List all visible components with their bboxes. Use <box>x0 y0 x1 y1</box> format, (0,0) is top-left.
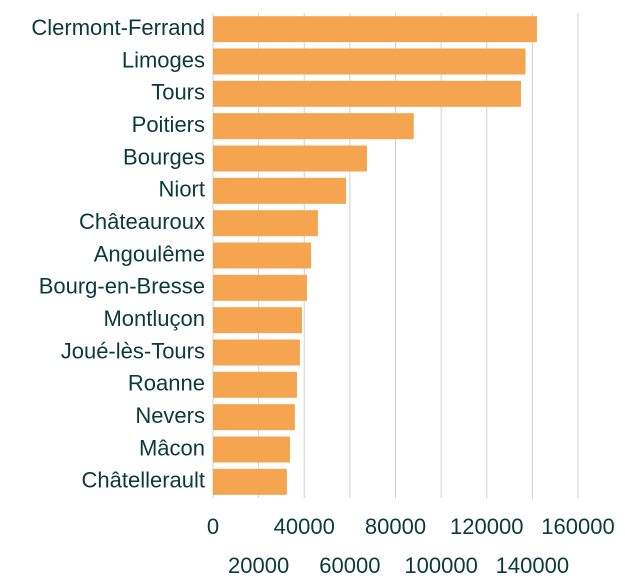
y-tick-label: Châteauroux <box>79 209 205 234</box>
bar <box>213 80 521 107</box>
y-tick-label: Montluçon <box>103 306 205 331</box>
bar <box>213 48 526 75</box>
y-tick-label: Angoulême <box>94 241 205 266</box>
y-tick-label: Mâcon <box>139 435 205 460</box>
x-tick-label: 160000 <box>541 514 614 539</box>
y-tick-label: Joué-lès-Tours <box>61 338 205 363</box>
bar <box>213 436 290 463</box>
y-tick-label: Clermont-Ferrand <box>31 15 205 40</box>
x-tick-label: 60000 <box>319 553 380 578</box>
bar <box>213 468 287 495</box>
y-tick-label: Bourg-en-Bresse <box>39 274 205 299</box>
x-tick-label: 40000 <box>274 514 335 539</box>
y-tick-label: Roanne <box>128 371 205 396</box>
bar <box>213 371 297 398</box>
bar <box>213 307 302 334</box>
x-tick-label: 20000 <box>228 553 289 578</box>
bar <box>213 16 537 43</box>
x-tick-label: 140000 <box>496 553 569 578</box>
bar <box>213 177 346 204</box>
y-tick-label: Niort <box>159 177 205 202</box>
y-tick-label: Châtellerault <box>81 468 205 493</box>
bar <box>213 113 414 140</box>
y-tick-label: Poitiers <box>132 112 205 137</box>
bar <box>213 404 295 431</box>
y-tick-label: Bourges <box>123 144 205 169</box>
bar <box>213 145 367 172</box>
y-tick-label: Limoges <box>122 47 205 72</box>
x-tick-label: 0 <box>207 514 219 539</box>
bar <box>213 339 300 366</box>
bar <box>213 274 307 301</box>
y-tick-label: Tours <box>151 80 205 105</box>
x-tick-label: 120000 <box>450 514 523 539</box>
x-tick-label: 80000 <box>365 514 426 539</box>
bar <box>213 242 312 269</box>
x-tick-label: 100000 <box>404 553 477 578</box>
y-tick-label: Nevers <box>135 403 205 428</box>
bar <box>213 210 318 237</box>
